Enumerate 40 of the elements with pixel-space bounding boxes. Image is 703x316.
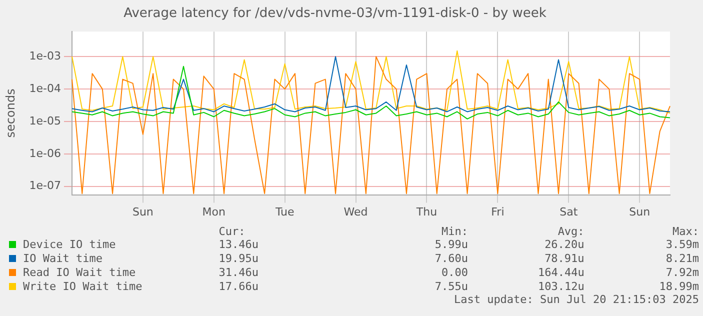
text: 7.60u [434,252,469,266]
text: 164.44u [536,266,586,280]
x-tick-label: Thu [415,205,438,218]
x-tick-label: Sun [132,205,154,218]
text: 0.00 [440,266,469,280]
y-tick-label: 1e-03 [29,49,61,62]
text: Cur: [218,225,246,238]
text: 103.12u [536,280,586,294]
x-tick-label: Tue [274,205,294,218]
x-tick-label: Wed [344,205,368,218]
text: Last update: Sun Jul 20 21:15:03 2025 [452,293,700,306]
text: Min: [440,225,469,238]
x-tick-label: Sat [560,205,578,218]
legend-label: Device IO time [22,238,117,252]
text: 78.91u [544,252,586,266]
x-tick-label: Mon [202,205,226,218]
text: Avg: [556,225,586,238]
legend-label: Write IO Wait time [22,280,144,294]
text: 8.21m [664,252,700,266]
y-tick-label: 1e-05 [29,114,61,128]
text: 31.46u [218,266,260,280]
x-tick-label: Sun [629,205,650,218]
chart-title: Average latency for /dev/vds-nvme-03/vm-1191-disk-0 - by week [124,6,547,22]
y-tick-label: 1e-07 [29,179,61,192]
text: 3.59m [664,238,700,252]
text: 7.92m [664,266,700,280]
text: 13.46u [218,238,260,252]
legend-label: Read IO Wait time [22,266,137,280]
text: 5.99u [434,238,469,252]
text: 17.66u [218,280,260,294]
x-tick-label: Fri [491,205,504,218]
y-tick-label: 1e-06 [29,146,61,160]
y-tick-label: 1e-04 [29,82,61,95]
text: 26.20u [544,238,586,252]
text: 7.55u [434,280,469,294]
text: 19.95u [218,252,260,266]
legend-label: IO Wait time [22,252,104,266]
text: Max: [672,225,700,238]
text: 18.99m [658,280,700,294]
y-axis-title: seconds [3,88,18,138]
